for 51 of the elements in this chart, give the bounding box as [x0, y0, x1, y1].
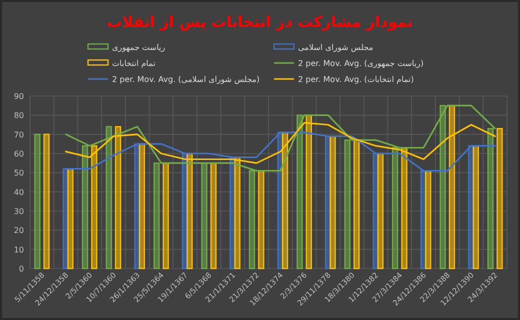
bar: [248, 170, 256, 270]
bar: [153, 162, 160, 270]
bar: [496, 128, 503, 270]
bar: [344, 139, 350, 270]
y-tick-label: 60: [14, 150, 24, 158]
legend-label: 2 per. Mov. Avg. (تمام انتخابات): [298, 75, 414, 84]
bar: [330, 136, 336, 270]
bar: [425, 170, 432, 270]
bar: [234, 156, 240, 270]
bar: [392, 147, 398, 270]
bar: [106, 126, 112, 270]
legend-label: 2 per. Mov. Avg. (مجلس شورای اسلامی): [112, 75, 260, 84]
y-tick-label: 50: [14, 168, 24, 178]
bar: [82, 145, 88, 270]
bar: [306, 114, 312, 270]
y-tick-label: 10: [14, 245, 24, 254]
chart-title: نمودار مشارکت در انتخابات پس از انقلاب: [107, 13, 413, 31]
bar: [472, 145, 479, 270]
bar: [186, 152, 193, 270]
bar: [162, 162, 169, 270]
bar: [34, 134, 40, 270]
y-tick-label: 90: [14, 92, 24, 101]
legend-label: تمام انتخابات: [112, 59, 156, 68]
line-series: [64, 132, 496, 172]
y-tick-label: 20: [14, 226, 24, 236]
bar: [43, 134, 50, 270]
legend-label: مجلس شورای اسلامی: [298, 43, 374, 52]
y-tick-label: 40: [14, 188, 24, 197]
bar: [91, 145, 98, 270]
bar: [67, 168, 74, 270]
line-series: [64, 122, 496, 164]
bar: [138, 143, 146, 270]
y-tick-label: 70: [14, 130, 24, 140]
y-tick-label: 0: [18, 264, 24, 274]
bar: [448, 104, 456, 270]
bar: [440, 104, 446, 270]
bar: [282, 132, 288, 270]
y-tick-label: 30: [14, 207, 24, 216]
legend-label: ریاست جمهوری: [112, 43, 166, 52]
bar: [210, 162, 217, 270]
bar: [487, 128, 494, 270]
line-series: [64, 104, 496, 172]
bar: [296, 114, 303, 270]
bar: [258, 170, 264, 270]
legend-label: 2 per. Mov. Avg. (ریاست جمهوری): [298, 59, 424, 68]
bar: [201, 162, 208, 270]
bar: [353, 139, 360, 270]
y-tick-label: 80: [14, 111, 24, 120]
bar: [377, 152, 384, 270]
bar: [401, 147, 408, 270]
bar: [114, 126, 122, 270]
